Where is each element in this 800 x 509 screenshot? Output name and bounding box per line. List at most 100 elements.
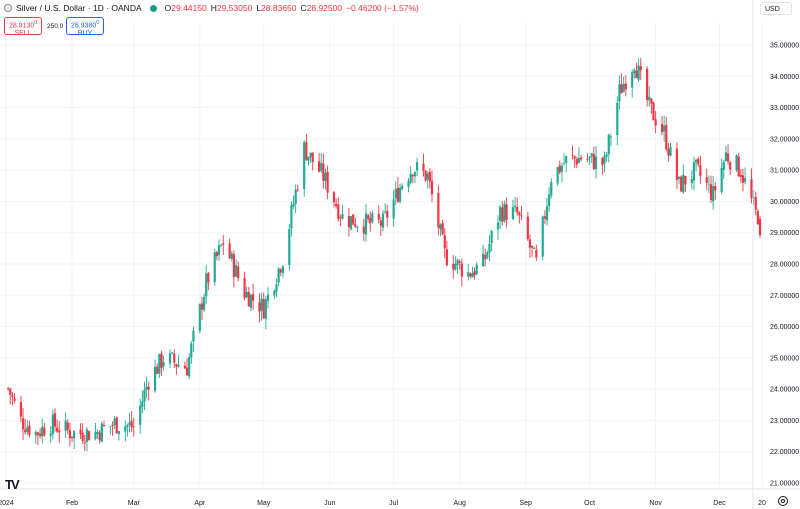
candle-body — [443, 235, 446, 249]
candle-body — [232, 254, 236, 277]
candle-body — [318, 161, 321, 172]
candle-body — [652, 102, 655, 121]
candle-body — [251, 294, 255, 301]
currency-unit-selector[interactable]: USD — [760, 2, 792, 15]
candle-body — [705, 177, 708, 183]
candle-body — [220, 244, 223, 246]
candle-body — [415, 162, 419, 171]
candle-body — [34, 431, 37, 436]
candle-body — [228, 243, 231, 259]
candle-body — [369, 217, 372, 224]
candle-body — [675, 148, 679, 180]
candle-body — [262, 299, 265, 319]
candle-body — [354, 224, 357, 227]
candle-body — [452, 263, 455, 270]
candle-body — [309, 152, 312, 158]
candle-body — [183, 365, 187, 369]
candle-body — [386, 210, 389, 218]
gear-icon[interactable] — [778, 496, 788, 506]
candle-body — [530, 245, 534, 248]
candle-body — [303, 142, 306, 189]
candle-body — [548, 194, 551, 207]
candle-body — [222, 243, 225, 245]
symbol-title[interactable]: Silver / U.S. Dollar · 1D · OANDA — [16, 3, 142, 13]
candle-body — [669, 146, 672, 156]
candle-body — [503, 203, 506, 222]
candle-body — [739, 174, 742, 178]
candle-body — [690, 179, 693, 184]
candle-body — [573, 156, 576, 159]
candle-body — [467, 272, 470, 277]
sell-price-sup: 0 — [34, 20, 38, 26]
candle-body — [66, 422, 69, 430]
candle-body — [729, 162, 732, 170]
price-tick-label: 32.00000 — [770, 136, 799, 143]
candle-body — [124, 426, 127, 432]
candle-body — [637, 65, 640, 80]
candle-body — [43, 427, 46, 436]
close-key: C — [300, 3, 307, 13]
time-axis[interactable]: 2024 Feb Mar Apr May Jun Jul Aug Sep Oct Nov Dec 20 — [0, 488, 800, 507]
time-tick-label: Jul — [389, 500, 398, 507]
candle-body — [79, 429, 82, 434]
price-tick-label: 28.00000 — [770, 262, 799, 269]
candle-body — [471, 272, 474, 278]
price-axis[interactable]: 35.00000 34.00000 33.00000 32.00000 31.00000… — [752, 0, 799, 509]
candle-body — [19, 402, 23, 417]
candle-body — [501, 207, 504, 222]
candle-body — [217, 245, 221, 256]
candle-body — [158, 354, 161, 374]
candle-body — [639, 66, 642, 71]
time-tick-label: May — [257, 500, 271, 507]
sell-button[interactable]: 28.91300 SELL — [4, 17, 42, 37]
candle-body — [709, 184, 713, 201]
candle-body — [407, 180, 410, 187]
candle-body — [603, 155, 606, 164]
candle-body — [7, 388, 10, 389]
candle-body — [618, 84, 621, 102]
candle-body — [234, 265, 238, 277]
candle-body — [409, 173, 412, 183]
candle-body — [171, 352, 174, 354]
candle-body — [53, 413, 57, 427]
candle-body — [588, 156, 591, 159]
candle-body — [153, 366, 157, 391]
candle-body — [260, 298, 263, 311]
time-tick-label: Nov — [649, 500, 662, 507]
candle-body — [126, 425, 129, 427]
candle-body — [28, 425, 31, 435]
candle-body — [575, 159, 578, 165]
candle-body — [697, 158, 700, 165]
candle-body — [115, 417, 118, 434]
candle-body — [458, 261, 461, 263]
candle-body — [81, 432, 84, 442]
time-tick-label: Apr — [194, 500, 206, 507]
candle-body — [41, 426, 44, 437]
buy-price-sup: 0 — [96, 20, 100, 26]
price-tick-label: 31.00000 — [770, 168, 799, 175]
candle-body — [281, 266, 284, 274]
candle-body — [192, 330, 195, 342]
candle-body — [526, 216, 529, 240]
candle-body — [371, 213, 374, 222]
candle-body — [113, 418, 116, 426]
candle-body — [565, 156, 568, 163]
candle-body — [326, 171, 329, 193]
tradingview-logo[interactable]: TV — [5, 477, 20, 492]
candle-body — [162, 362, 165, 367]
candle-body — [743, 178, 747, 182]
candle-body — [469, 273, 472, 277]
candle-body — [577, 157, 581, 164]
candle-body — [545, 206, 549, 221]
candle-body — [311, 152, 314, 163]
price-tick-label: 27.00000 — [770, 293, 799, 300]
candle-body — [601, 158, 604, 165]
candle-body — [616, 102, 619, 136]
candle-body — [173, 353, 176, 363]
time-tick-label: Aug — [453, 500, 466, 507]
buy-button[interactable]: 28.93800 BUY — [66, 17, 104, 37]
candle-body — [145, 386, 148, 391]
candle-body — [445, 249, 448, 266]
candle-body — [87, 431, 91, 441]
